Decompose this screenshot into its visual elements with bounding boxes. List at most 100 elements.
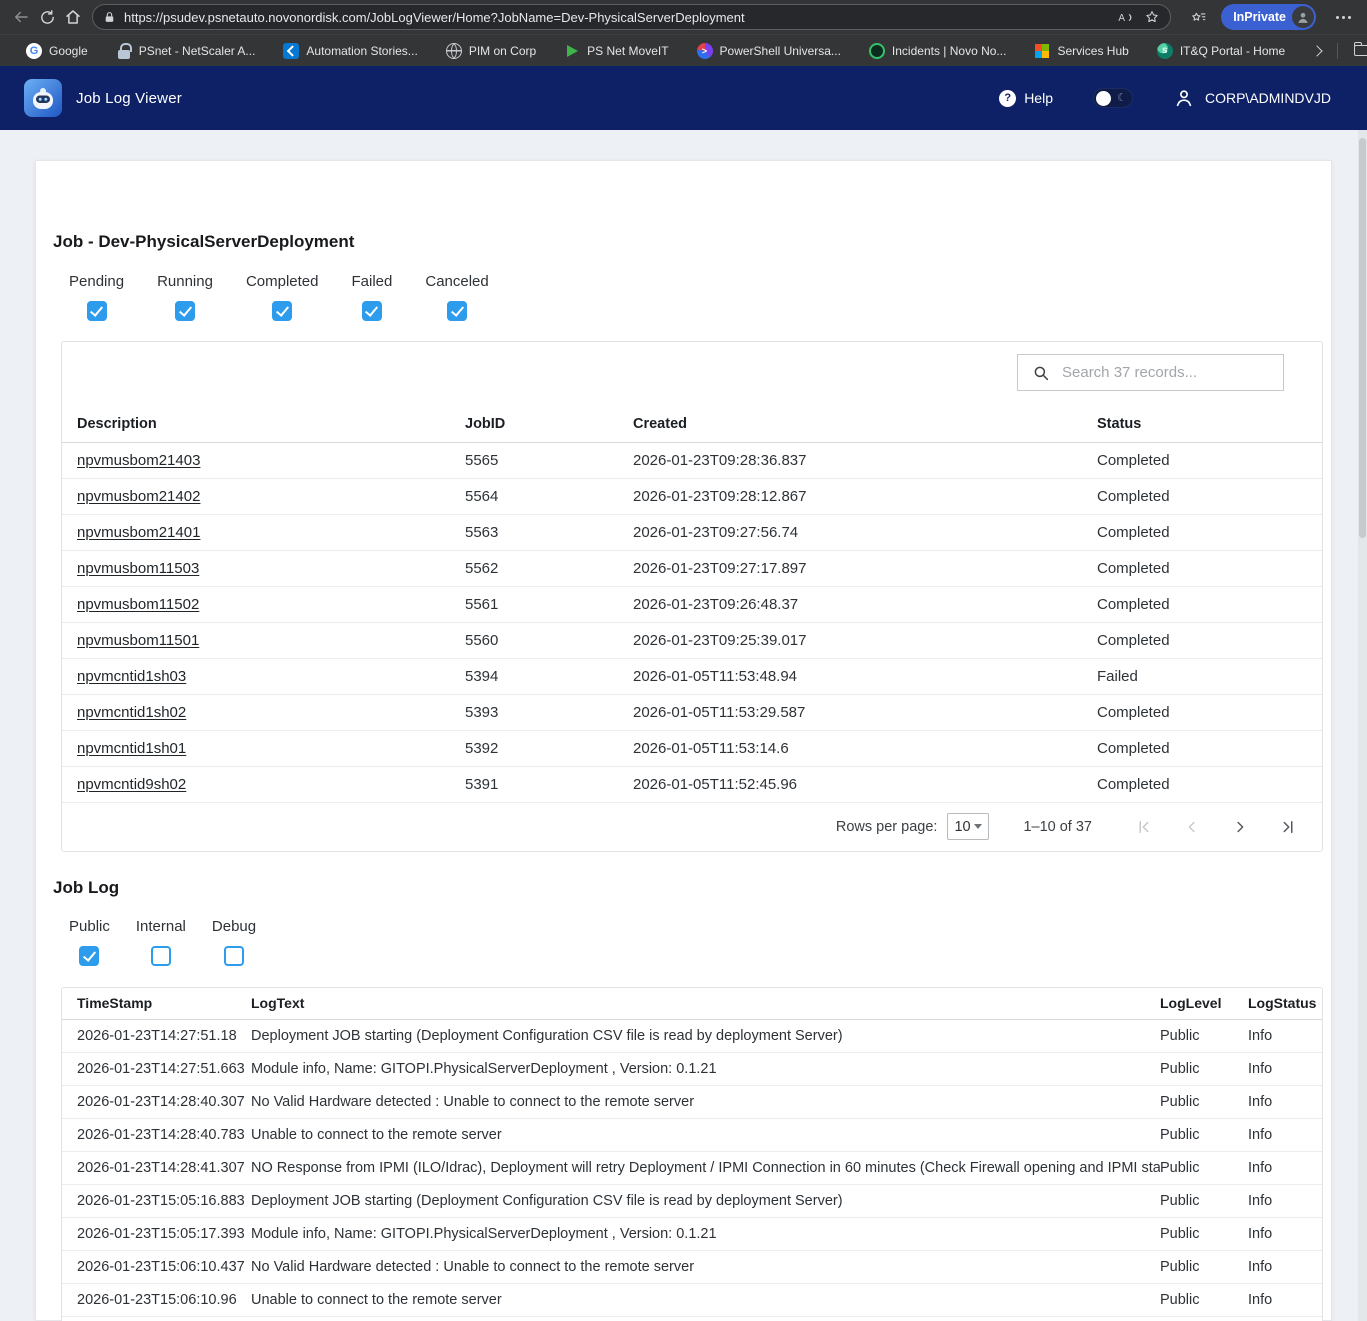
job-description-link[interactable]: npvmcntid1sh02 [77, 703, 187, 721]
read-aloud-icon[interactable]: A [1117, 9, 1134, 26]
filter-checkbox[interactable] [150, 945, 171, 966]
bookmark[interactable]: PIM on Corp [445, 42, 536, 59]
back-icon[interactable] [8, 4, 34, 30]
filter-checkbox[interactable] [79, 945, 100, 966]
job-status-cell: Completed [1097, 730, 1322, 767]
favorite-star-icon[interactable] [1144, 9, 1160, 25]
bookmark[interactable]: PSnet - NetScaler A... [116, 42, 256, 59]
job-description-link[interactable]: npvmcntid1sh01 [77, 739, 187, 757]
log-text-cell: Deployment JOB starting (Deployment Conf… [251, 1184, 1160, 1218]
toggle-knob [1095, 90, 1111, 106]
log-level-filter: Public [69, 918, 110, 966]
page-scrollbar[interactable] [1358, 130, 1367, 1321]
filter-checkbox[interactable] [224, 945, 244, 966]
job-status-cell: Completed [1097, 694, 1322, 731]
user-name: CORP\ADMINDVJD [1204, 90, 1331, 106]
bookmark[interactable]: Services Hub [1034, 43, 1128, 59]
job-status-filter: Failed [351, 273, 393, 321]
bookmark-label: PS Net MoveIT [587, 43, 669, 58]
user-menu[interactable]: CORP\ADMINDVJD [1173, 87, 1331, 109]
url-text: https://psudev.psnetauto.novonordisk.com… [124, 9, 745, 25]
filter-checkbox[interactable] [86, 301, 107, 321]
log-status-cell: Info [1248, 1184, 1322, 1218]
log-timestamp-cell: 2026-01-23T15:06:10.96 [62, 1283, 251, 1317]
help-button[interactable]: ? Help [999, 89, 1053, 107]
bookmark-label: PowerShell Universa... [719, 43, 841, 58]
refresh-icon[interactable] [34, 4, 60, 30]
log-row: 2026-01-23T15:06:10.437 No Valid Hardwar… [62, 1250, 1322, 1284]
job-id-cell: 5563 [465, 514, 633, 551]
job-description-link[interactable]: npvmusbom21403 [77, 451, 201, 469]
bookmark-label: PSnet - NetScaler A... [138, 43, 256, 58]
bookmark[interactable]: PS Net MoveIT [564, 43, 668, 59]
column-header-loglevel: LogLevel [1160, 987, 1248, 1020]
log-level-cell: Public [1160, 1250, 1248, 1284]
job-description-link[interactable]: npvmusbom21402 [77, 487, 201, 505]
bookmark-favicon [445, 42, 462, 59]
bookmark-favicon [1034, 43, 1050, 59]
job-id-cell: 5565 [465, 442, 633, 479]
job-description-link[interactable]: npvmusbom11501 [77, 631, 200, 649]
job-log-title: Job Log [53, 877, 120, 897]
search-icon [1032, 364, 1050, 382]
avatar[interactable] [1292, 6, 1314, 28]
bookmark[interactable]: PowerShell Universa... [696, 42, 841, 59]
job-created-cell: 2026-01-23T09:27:17.897 [633, 550, 1097, 587]
job-description-link[interactable]: npvmcntid9sh02 [77, 775, 187, 793]
log-row: 2026-01-23T14:28:40.307 No Valid Hardwar… [62, 1085, 1322, 1119]
bookmarks-overflow-chevron-icon[interactable] [1311, 44, 1323, 57]
job-status-cell: Completed [1097, 514, 1322, 551]
first-page-button[interactable] [1134, 817, 1154, 837]
browser-menu-icon[interactable] [1328, 15, 1359, 19]
theme-toggle[interactable]: ☾ [1092, 88, 1133, 108]
page-scrollbar-thumb[interactable] [1359, 138, 1366, 538]
inprivate-badge[interactable]: InPrivate [1221, 4, 1316, 30]
filter-checkbox[interactable] [175, 301, 195, 321]
job-description-link[interactable]: npvmusbom21401 [77, 523, 201, 541]
job-status-cell: Failed [1097, 658, 1322, 695]
log-text-cell: NO Response from IPMI (ILO/Idrac), Deplo… [251, 1151, 1160, 1185]
previous-page-button[interactable] [1182, 817, 1202, 837]
log-row: 2026-01-23T15:05:17.393 Module info, Nam… [62, 1217, 1322, 1251]
job-status-cell: Completed [1097, 442, 1322, 479]
job-id-cell: 5391 [465, 766, 633, 803]
rows-per-page-select[interactable]: 10 [947, 813, 990, 840]
bookmark[interactable]: IT&Q Portal - Home [1156, 42, 1285, 59]
filter-checkbox[interactable] [361, 301, 382, 321]
collections-icon[interactable] [1185, 4, 1211, 30]
home-icon[interactable] [60, 4, 86, 30]
filter-checkbox[interactable] [272, 301, 293, 321]
table-row: npvmcntid1sh01 5392 2026-01-05T11:53:14.… [62, 730, 1322, 767]
app-title: Job Log Viewer [76, 89, 182, 107]
job-description-link[interactable]: npvmusbom11502 [77, 595, 200, 613]
bookmark[interactable]: Automation Stories... [283, 42, 418, 59]
filter-checkbox[interactable] [447, 301, 468, 321]
log-level-cell: Public [1160, 1217, 1248, 1251]
log-level-cell: Public [1160, 1019, 1248, 1053]
search-input[interactable] [1062, 364, 1273, 381]
log-level-cell: Public [1160, 1283, 1248, 1317]
job-description-link[interactable]: npvmusbom11503 [77, 559, 200, 577]
log-text-cell: No Valid Hardware detected : Unable to c… [251, 1250, 1160, 1284]
bookmark[interactable]: Incidents | Novo No... [868, 42, 1006, 59]
job-status-filter: Running [157, 273, 213, 321]
job-id-cell: 5561 [465, 586, 633, 623]
job-description-link[interactable]: npvmcntid1sh03 [77, 667, 187, 685]
other-favourites[interactable]: Other favourites [1354, 42, 1367, 58]
next-page-button[interactable] [1230, 817, 1250, 837]
bookmark[interactable]: Google [26, 42, 88, 59]
filter-label: Canceled [425, 273, 489, 290]
help-label: Help [1024, 90, 1053, 106]
job-status-cell: Completed [1097, 766, 1322, 803]
log-level-cell: Public [1160, 1118, 1248, 1152]
table-row: npvmcntid9sh02 5391 2026-01-05T11:52:45.… [62, 766, 1322, 803]
log-status-cell: Info [1248, 1085, 1322, 1119]
table-row: npvmusbom11502 5561 2026-01-23T09:26:48.… [62, 586, 1322, 623]
last-page-button[interactable] [1278, 817, 1298, 837]
address-bar[interactable]: https://psudev.psnetauto.novonordisk.com… [92, 4, 1172, 30]
filter-label: Failed [351, 273, 393, 290]
log-level-cell: Public [1160, 1085, 1248, 1119]
job-status-filter: Canceled [425, 273, 489, 321]
log-status-cell: Info [1248, 1217, 1322, 1251]
search-box[interactable] [1017, 354, 1284, 391]
